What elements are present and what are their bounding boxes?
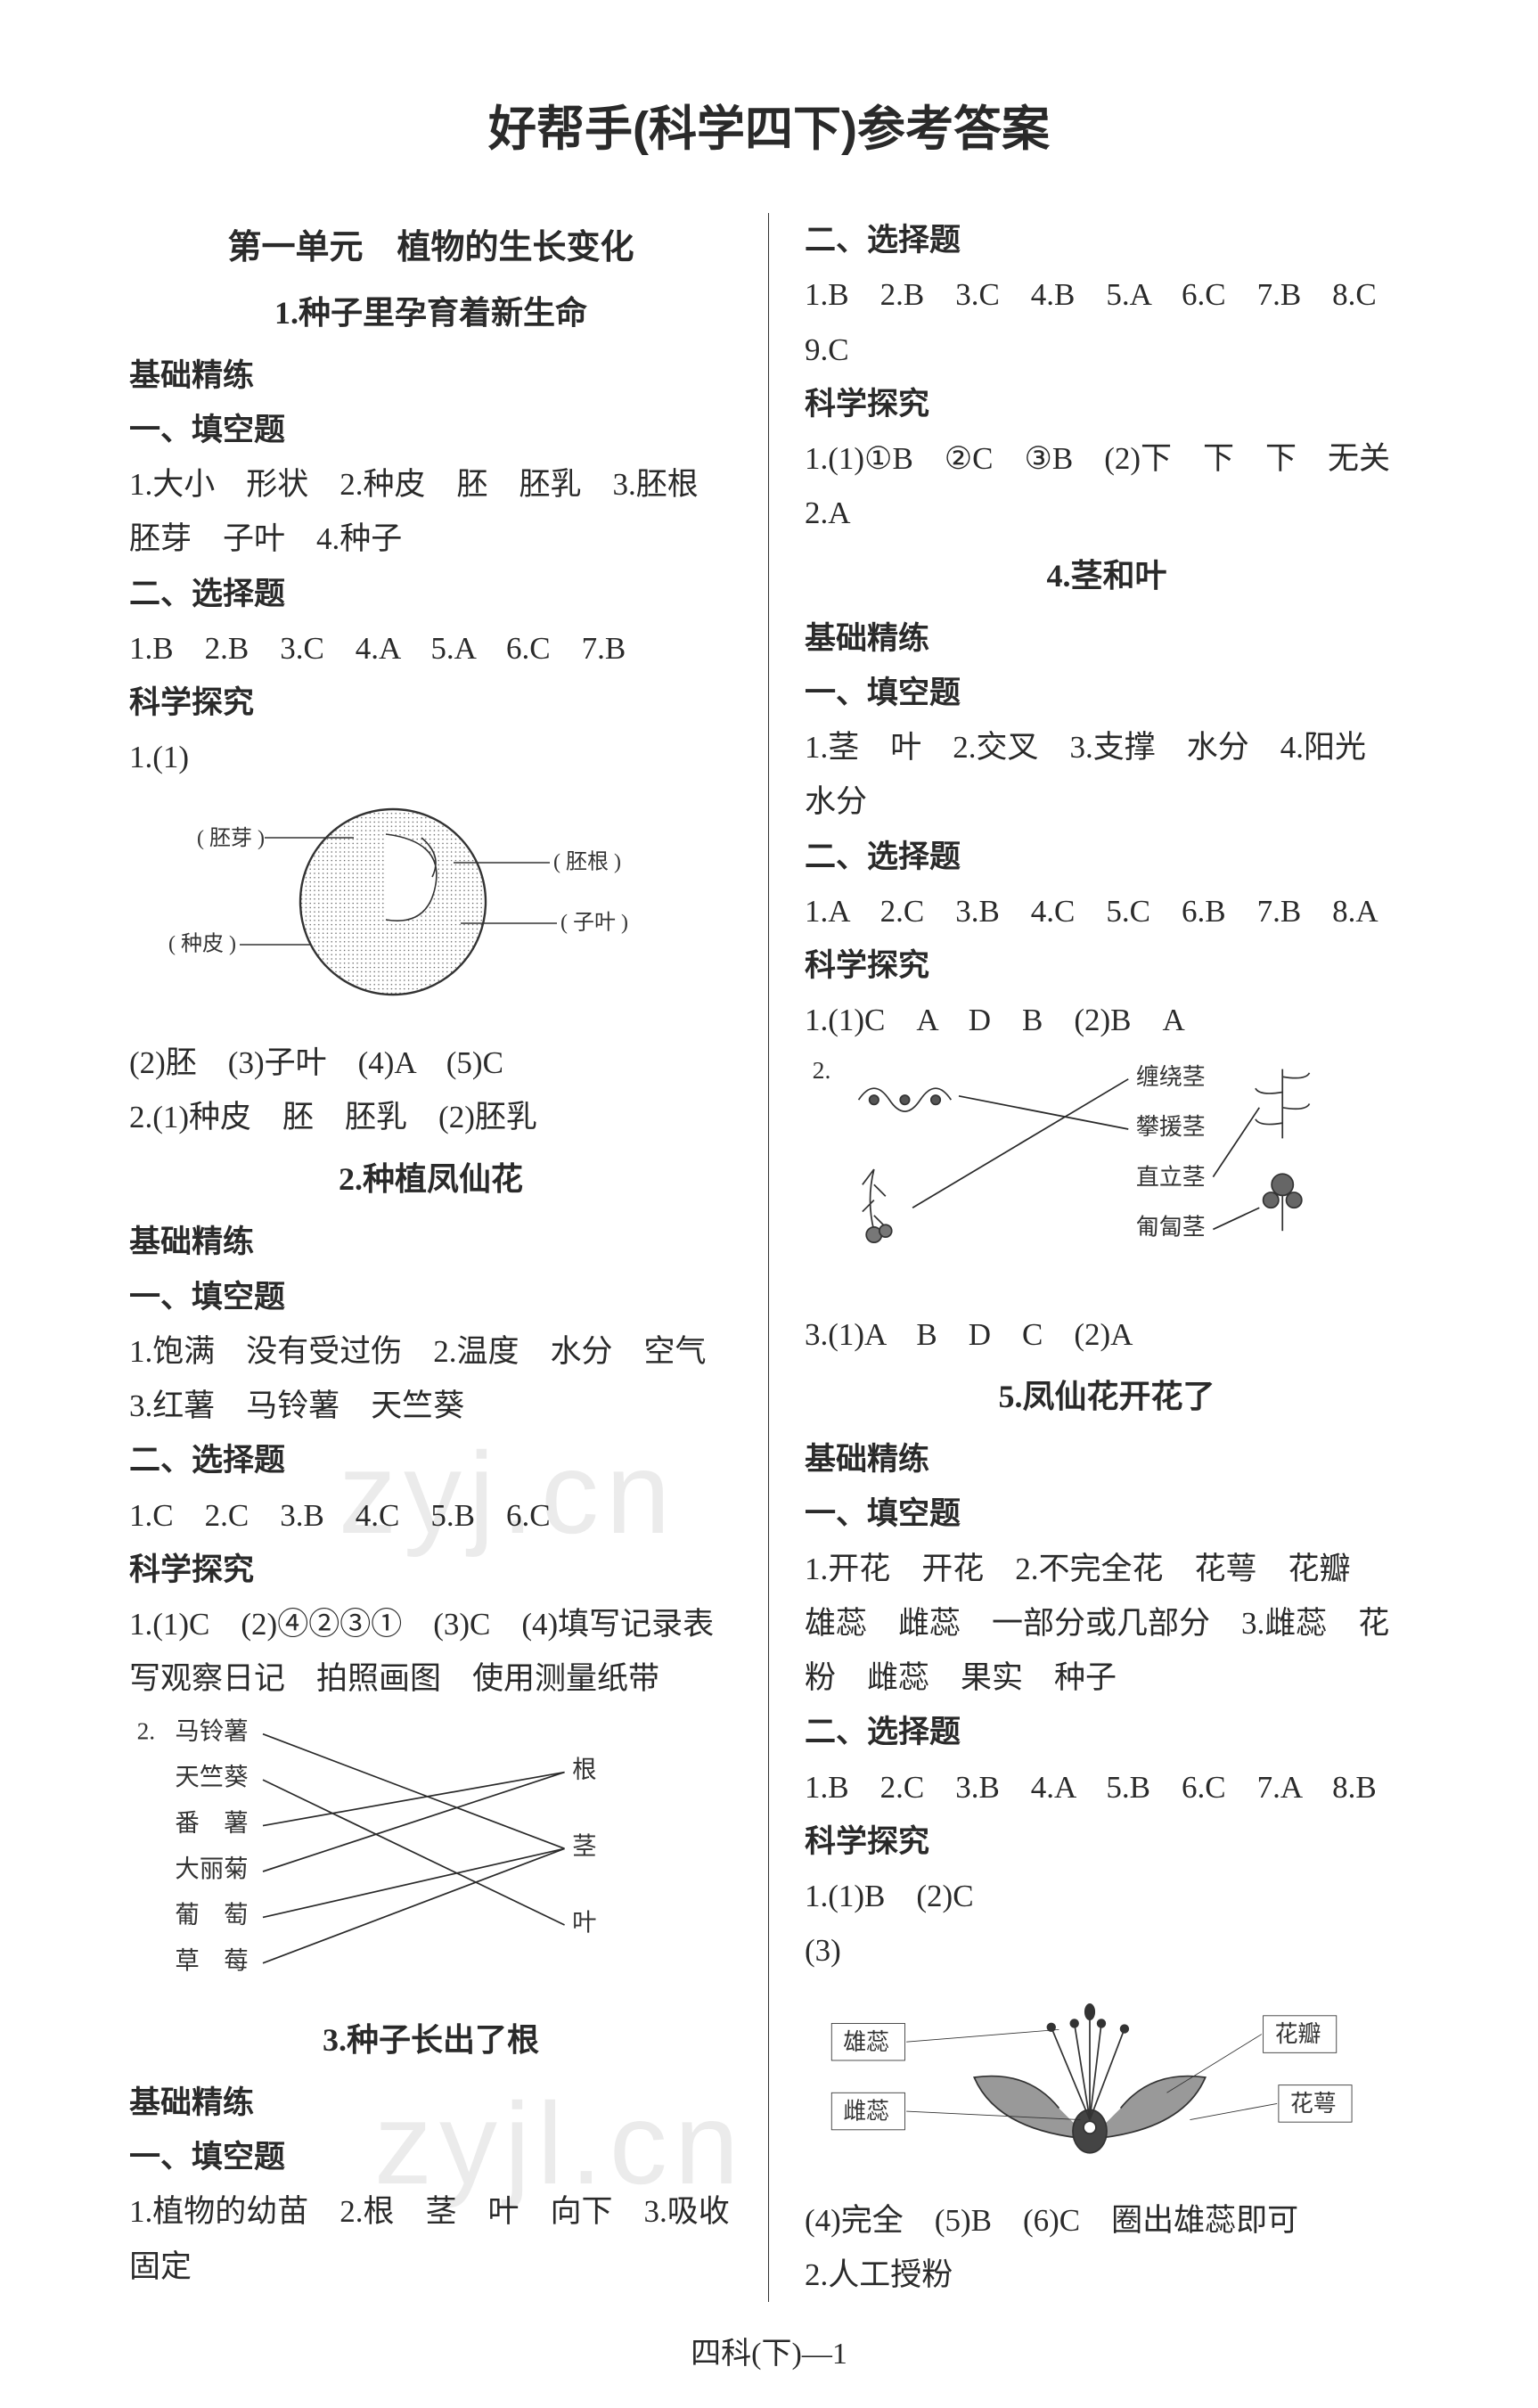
svg-text:雄蕊: 雄蕊: [843, 2028, 889, 2054]
lesson5-fill: 1.开花 开花 2.不完全花 花萼 花瓣 雄蕊 雌蕊 一部分或几部分 3.雌蕊 …: [805, 1542, 1409, 1706]
lesson5-jichu: 基础精练: [805, 1432, 1409, 1487]
lesson1-fill: 1.大小 形状 2.种皮 胚 胚乳 3.胚根 胚芽 子叶 4.种子: [129, 457, 732, 567]
svg-text:花萼: 花萼: [1290, 2091, 1337, 2117]
lesson1-jichu: 基础精练: [129, 348, 732, 403]
lesson1-title: 1.种子里孕育着新生命: [129, 285, 732, 341]
lesson4-explore-head: 科学探究: [805, 938, 1409, 993]
content-columns: 第一单元 植物的生长变化 1.种子里孕育着新生命 基础精练 一、填空题 1.大小…: [107, 213, 1431, 2302]
lesson2-choice: 1.C 2.C 3.B 4.C 5.B 6.C: [129, 1488, 732, 1543]
lesson5-explore-1: 1.(1)B (2)C: [805, 1869, 1409, 1923]
svg-text:缠绕茎: 缠绕茎: [1136, 1063, 1206, 1089]
svg-text:茎: 茎: [572, 1832, 596, 1859]
r-choice: 1.B 2.B 3.C 4.B 5.A 6.C 7.B 8.C 9.C: [805, 267, 1409, 377]
lesson5-choice-head: 二、选择题: [805, 1705, 1409, 1759]
seed-label-a: ( 胚芽 ): [197, 826, 265, 850]
svg-text:大丽菊: 大丽菊: [175, 1855, 248, 1882]
lesson3-fill-head: 一、填空题: [129, 2130, 732, 2184]
lesson5-explore-rest: (4)完全 (5)B (6)C 圈出雄蕊即可: [805, 2193, 1409, 2248]
page-title: 好帮手(科学四下)参考答案: [107, 89, 1431, 160]
seed-label-b: ( 胚根 ): [553, 849, 621, 873]
lesson1-choice-head: 二、选择题: [129, 567, 732, 621]
lesson3-fill: 1.植物的幼苗 2.根 茎 叶 向下 3.吸收 固定: [129, 2184, 732, 2294]
lesson4-explore-3: 3.(1)A B D C (2)A: [805, 1307, 1409, 1362]
lesson2-choice-head: 二、选择题: [129, 1433, 732, 1487]
svg-text:根: 根: [572, 1756, 596, 1782]
match-diagram: 2. 马铃薯 天竺葵 番 薯 大丽菊 葡 萄 草 莓 根 茎 叶: [129, 1712, 732, 2005]
lesson1-explore-1: 1.(1): [129, 730, 732, 784]
stem-match-diagram: 2.: [805, 1053, 1409, 1302]
lesson2-fill-head: 一、填空题: [129, 1270, 732, 1324]
lesson4-choice: 1.A 2.C 3.B 4.C 5.C 6.B 7.B 8.A: [805, 884, 1409, 938]
lesson4-explore-1: 1.(1)C A D B (2)B A: [805, 993, 1409, 1047]
seed-diagram: ( 胚芽 ) ( 胚根 ) ( 子叶 ) ( 种皮 ): [129, 790, 732, 1030]
svg-text:2.: 2.: [813, 1055, 831, 1083]
lesson5-q3: (3): [805, 1923, 1409, 1978]
svg-text:雌蕊: 雌蕊: [843, 2098, 889, 2124]
svg-text:直立茎: 直立茎: [1136, 1164, 1206, 1190]
lesson4-fill: 1.茎 叶 2.交叉 3.支撑 水分 4.阳光 水分: [805, 720, 1409, 830]
flower-diagram: 雄蕊 雌蕊 花瓣 花萼: [805, 1984, 1409, 2188]
lesson3-title: 3.种子长出了根: [129, 2012, 732, 2068]
svg-text:叶: 叶: [572, 1909, 596, 1936]
lesson5-fill-head: 一、填空题: [805, 1487, 1409, 1541]
svg-text:2.: 2.: [137, 1717, 156, 1744]
svg-text:草 莓: 草 莓: [175, 1946, 248, 1973]
r-explore: 1.(1)①B ②C ③B (2)下 下 下 无关 2.A: [805, 431, 1409, 541]
lesson1-explore-2: 2.(1)种皮 胚 胚乳 (2)胚乳: [129, 1090, 732, 1144]
lesson2-jichu: 基础精练: [129, 1215, 732, 1269]
unit-title: 第一单元 植物的生长变化: [129, 218, 732, 278]
left-column: 第一单元 植物的生长变化 1.种子里孕育着新生命 基础精练 一、填空题 1.大小…: [107, 213, 769, 2302]
lesson4-jichu: 基础精练: [805, 611, 1409, 666]
lesson5-explore-2: 2.人工授粉: [805, 2248, 1409, 2302]
svg-text:马铃薯: 马铃薯: [175, 1717, 248, 1744]
lesson2-title: 2.种植凤仙花: [129, 1151, 732, 1208]
lesson2-explore-head: 科学探究: [129, 1543, 732, 1597]
lesson4-choice-head: 二、选择题: [805, 830, 1409, 884]
seed-label-d: ( 种皮 ): [168, 931, 236, 955]
svg-text:花瓣: 花瓣: [1275, 2021, 1321, 2047]
lesson2-fill: 1.饱满 没有受过伤 2.温度 水分 空气 3.红薯 马铃薯 天竺葵: [129, 1324, 732, 1434]
lesson4-title: 4.茎和叶: [805, 548, 1409, 604]
lesson1-explore-rest: (2)胚 (3)子叶 (4)A (5)C: [129, 1036, 732, 1090]
r-choice-head: 二、选择题: [805, 213, 1409, 267]
lesson5-title: 5.凤仙花开花了: [805, 1369, 1409, 1425]
lesson5-explore-head: 科学探究: [805, 1814, 1409, 1869]
r-explore-head: 科学探究: [805, 377, 1409, 431]
svg-text:匍匐茎: 匍匐茎: [1136, 1214, 1206, 1240]
right-column: 二、选择题 1.B 2.B 3.C 4.B 5.A 6.C 7.B 8.C 9.…: [769, 213, 1431, 2302]
lesson1-fill-head: 一、填空题: [129, 403, 732, 457]
svg-text:番 薯: 番 薯: [175, 1809, 248, 1836]
lesson4-fill-head: 一、填空题: [805, 666, 1409, 720]
lesson1-explore-head: 科学探究: [129, 676, 732, 730]
lesson1-choice: 1.B 2.B 3.C 4.A 5.A 6.C 7.B: [129, 621, 732, 676]
svg-text:天竺葵: 天竺葵: [175, 1764, 248, 1790]
page-footer: 四科(下)—1: [107, 2329, 1431, 2372]
lesson5-choice: 1.B 2.C 3.B 4.A 5.B 6.C 7.A 8.B: [805, 1760, 1409, 1814]
seed-label-c: ( 子叶 ): [560, 911, 628, 934]
lesson3-jichu: 基础精练: [129, 2076, 732, 2130]
svg-text:攀援茎: 攀援茎: [1136, 1114, 1206, 1140]
svg-text:葡 萄: 葡 萄: [175, 1901, 248, 1928]
lesson2-explore-1: 1.(1)C (2)④②③① (3)C (4)填写记录表 写观察日记 拍照画图 …: [129, 1597, 732, 1707]
